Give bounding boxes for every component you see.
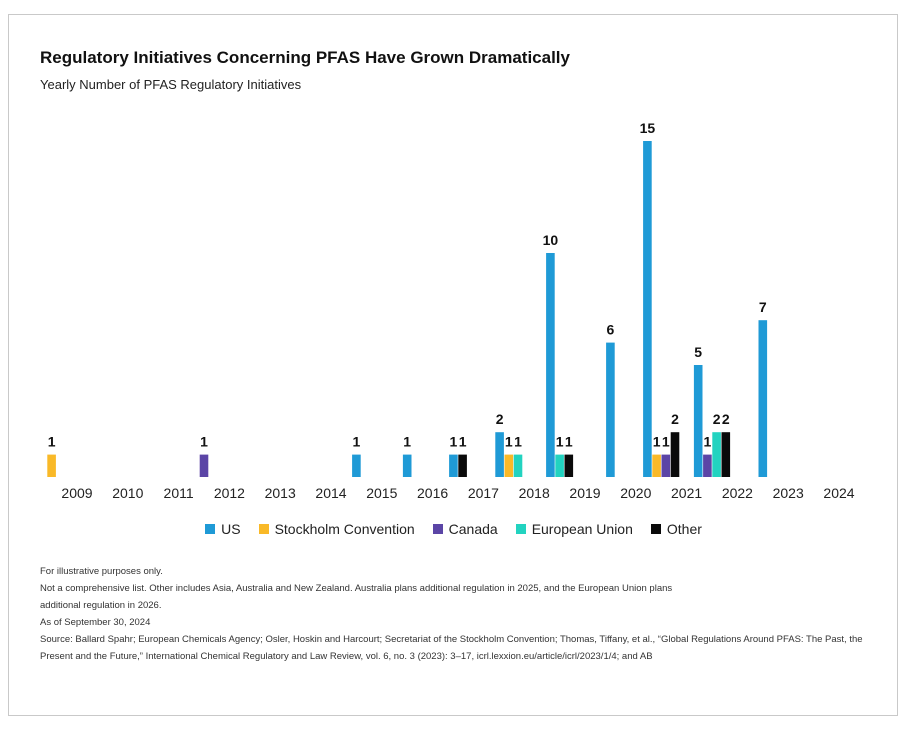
footnote-line: As of September 30, 2024 xyxy=(40,617,151,628)
bar-stockholm-convention xyxy=(47,454,56,477)
bar-us xyxy=(606,342,615,477)
legend-swatch-eu xyxy=(515,524,526,534)
data-label: 1 xyxy=(653,434,661,450)
data-label: 1 xyxy=(505,434,513,450)
x-tick-label: 2011 xyxy=(164,485,194,501)
footnote-line: For illustrative purposes only. xyxy=(40,566,163,577)
bar-stockholm-convention xyxy=(652,454,661,477)
data-label: 1 xyxy=(48,434,56,450)
chart-legend: US Stockholm Convention Canada European … xyxy=(0,521,907,537)
x-tick-label: 2009 xyxy=(61,485,92,501)
chart-card xyxy=(8,14,898,716)
data-label: 2 xyxy=(722,411,730,427)
legend-label-eu: European Union xyxy=(531,521,633,537)
data-label: 5 xyxy=(694,344,702,360)
footnote-line: additional regulation in 2026. xyxy=(40,600,162,611)
legend-label-other: Other xyxy=(666,521,702,537)
data-label: 1 xyxy=(353,434,361,450)
x-tick-label: 2024 xyxy=(823,485,854,501)
bar-us xyxy=(643,141,652,477)
bar-european-union xyxy=(555,454,564,477)
legend-label-us: US xyxy=(221,521,241,537)
x-tick-label: 2017 xyxy=(468,485,499,501)
footnote-line: Source: Ballard Spahr; European Chemical… xyxy=(40,634,863,645)
bar-canada xyxy=(199,454,209,477)
x-tick-label: 2012 xyxy=(214,485,245,501)
legend-swatch-us xyxy=(205,524,216,534)
chart-subtitle: Yearly Number of PFAS Regulatory Initiat… xyxy=(40,77,302,92)
data-label: 1 xyxy=(704,434,712,450)
x-tick-label: 2010 xyxy=(112,485,143,501)
data-label: 1 xyxy=(200,434,208,450)
bar-us xyxy=(546,253,555,477)
bar-european-union xyxy=(712,432,721,477)
legend-swatch-other xyxy=(650,524,661,534)
bar-us xyxy=(693,365,703,477)
legend-item-eu: European Union xyxy=(515,521,633,537)
bar-other xyxy=(721,432,731,477)
bar-other xyxy=(564,454,574,477)
data-label: 7 xyxy=(759,299,767,315)
legend-item-stockholm: Stockholm Convention xyxy=(258,521,415,537)
x-tick-label: 2018 xyxy=(519,485,550,501)
footnote-line: Not a comprehensive list. Other includes… xyxy=(40,583,673,594)
data-label: 6 xyxy=(607,322,615,338)
x-tick-label: 2023 xyxy=(773,485,804,501)
data-label: 1 xyxy=(459,434,467,450)
x-tick-label: 2016 xyxy=(417,485,448,501)
data-label: 2 xyxy=(671,411,679,427)
legend-item-canada: Canada xyxy=(432,521,498,537)
bar-european-union xyxy=(513,454,523,477)
x-tick-label: 2021 xyxy=(671,485,702,501)
data-label: 2 xyxy=(713,411,721,427)
data-label: 1 xyxy=(662,434,670,450)
data-label: 1 xyxy=(565,434,573,450)
data-label: 10 xyxy=(543,232,559,248)
data-label: 1 xyxy=(403,434,411,450)
legend-item-us: US xyxy=(205,521,241,537)
legend-swatch-canada xyxy=(432,524,443,534)
data-label: 1 xyxy=(556,434,564,450)
bar-other xyxy=(670,432,680,477)
bar-chart: 2009 1 2010 2011 2012 1 2013 2014 2015 1 2016 1 2017… xyxy=(47,120,855,501)
bar-other xyxy=(458,454,467,477)
chart-title: Regulatory Initiatives Concerning PFAS H… xyxy=(40,48,570,67)
x-tick-label: 2020 xyxy=(620,485,651,501)
legend-swatch-stockholm xyxy=(258,524,269,534)
footnotes: For illustrative purposes only. Not a co… xyxy=(40,563,880,665)
bar-us xyxy=(758,320,768,477)
bar-canada xyxy=(661,454,671,477)
footnote-line: Present and the Future,” International C… xyxy=(40,651,653,662)
data-label: 1 xyxy=(450,434,458,450)
bar-us xyxy=(449,454,458,477)
bar-us xyxy=(352,454,361,477)
data-label: 1 xyxy=(514,434,522,450)
data-label: 15 xyxy=(640,120,656,136)
x-tick-label: 2022 xyxy=(722,485,753,501)
x-tick-label: 2014 xyxy=(315,485,346,501)
bar-us xyxy=(495,432,504,477)
x-tick-label: 2013 xyxy=(265,485,296,501)
legend-label-canada: Canada xyxy=(448,521,498,537)
bar-canada xyxy=(703,454,712,477)
legend-item-other: Other xyxy=(650,521,702,537)
bar-stockholm-convention xyxy=(504,454,514,477)
data-label: 2 xyxy=(496,411,504,427)
x-tick-label: 2015 xyxy=(366,485,397,501)
legend-label-stockholm: Stockholm Convention xyxy=(274,521,415,537)
x-tick-label: 2019 xyxy=(569,485,600,501)
bar-us xyxy=(402,454,412,477)
